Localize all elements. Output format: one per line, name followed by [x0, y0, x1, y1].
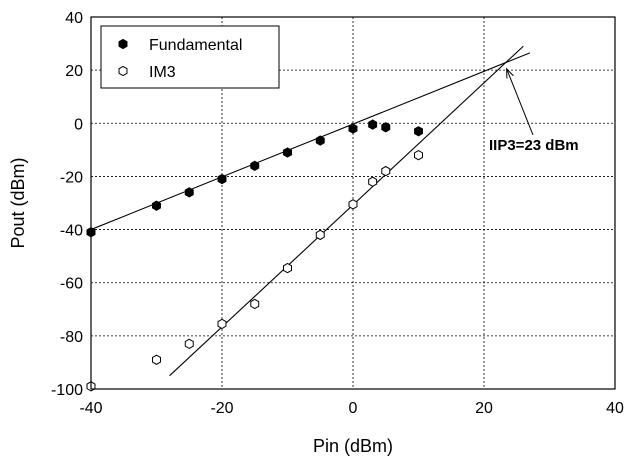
y-tick-label: 0: [74, 116, 83, 133]
fundamental-point: [152, 200, 161, 211]
fit-lines: [90, 45, 531, 377]
im3-point: [250, 298, 260, 310]
legend-label: Fundamental: [149, 37, 242, 54]
im3-point: [348, 199, 358, 210]
data-points: [86, 119, 423, 392]
im3-legend-marker: [118, 65, 128, 77]
im3-point: [315, 229, 325, 241]
fit-line: [169, 45, 524, 377]
x-tick-label: 20: [475, 400, 493, 417]
im3-point: [152, 354, 161, 365]
x-tick-label: 40: [606, 400, 624, 417]
x-tick-label: -20: [210, 400, 233, 417]
im3-point: [217, 318, 227, 330]
x-tick-label: -40: [79, 400, 102, 417]
x-axis-label: Pin (dBm): [313, 436, 393, 456]
fit-line: [90, 52, 531, 231]
y-tick-label: -40: [60, 223, 83, 240]
fundamental-point: [368, 119, 378, 130]
y-tick-label: -80: [60, 329, 83, 346]
im3-point: [381, 165, 391, 177]
y-tick-label: -100: [51, 382, 83, 399]
y-tick-label: -20: [60, 169, 83, 186]
legend-label: IM3: [149, 64, 176, 81]
grid-lines: [91, 17, 615, 389]
im3-point: [184, 338, 194, 350]
fundamental-legend-marker: [118, 38, 128, 50]
legend: Fundamental IM3: [100, 25, 280, 89]
fundamental-point: [250, 160, 260, 171]
annotation-label: IIP3=23 dBm: [489, 137, 579, 154]
fundamental-point: [381, 122, 391, 133]
y-axis-label: Pout (dBm): [8, 157, 28, 248]
im3-point: [283, 262, 292, 274]
im3-point: [368, 176, 378, 187]
legend-box: [100, 25, 280, 89]
plot-frame: [90, 16, 616, 390]
fundamental-point: [414, 126, 423, 137]
y-tick-label: 40: [65, 10, 83, 27]
fundamental-point: [315, 135, 325, 146]
fundamental-point: [348, 123, 358, 134]
x-tick-label: 0: [349, 400, 358, 417]
y-tick-label: 20: [65, 63, 83, 80]
fundamental-point: [217, 173, 227, 185]
annotation-arrow: [506, 68, 534, 136]
y-tick-label: -60: [60, 276, 83, 293]
annotations: IIP3=23 dBm: [489, 67, 579, 154]
tick-labels: -40 -20 0 20 40 -100 -80 -60 -40 -20 0 20 40: [51, 10, 624, 417]
fundamental-point: [184, 187, 194, 198]
fundamental-point: [283, 147, 292, 158]
im3-point: [414, 149, 423, 161]
annotation-arrowhead: [506, 67, 514, 79]
